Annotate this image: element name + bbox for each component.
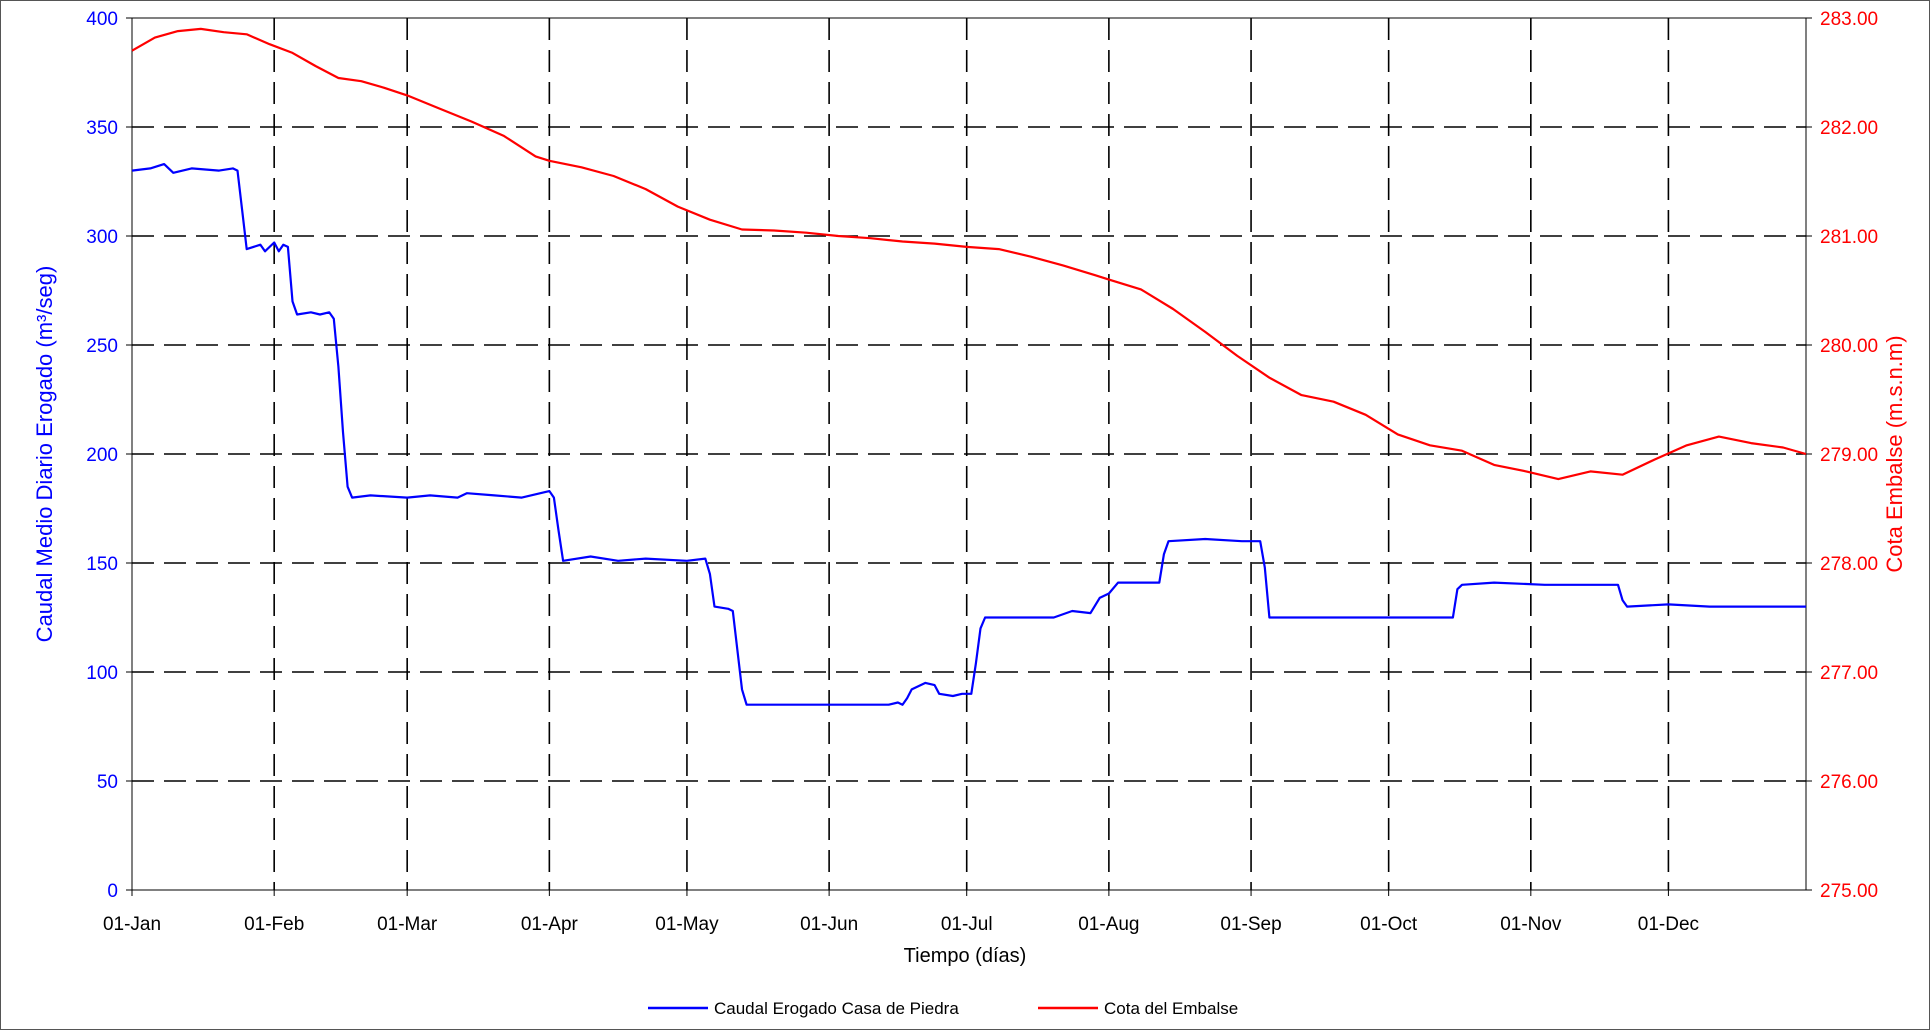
right-tick-label: 281.00 xyxy=(1820,227,1878,248)
right-tick-label: 283.00 xyxy=(1820,9,1878,30)
x-tick-label: 01-Jun xyxy=(800,914,858,935)
left-tick-label: 250 xyxy=(86,336,118,357)
x-axis-ticks: 01-Jan 01-Feb 01-Mar 01-Apr 01-May 01-Jun 01-J… xyxy=(103,890,1699,935)
grid xyxy=(132,18,1806,890)
right-tick-label: 282.00 xyxy=(1820,118,1878,139)
series-layer xyxy=(131,27,1807,706)
x-axis-title: Tiempo (días) xyxy=(904,945,1027,967)
x-tick-label: 01-Sep xyxy=(1220,914,1281,935)
left-axis-title: Caudal Medio Diario Erogado (m³/seg) xyxy=(32,266,57,643)
legend-label-2: Cota del Embalse xyxy=(1104,999,1238,1018)
x-tick-label: 01-Feb xyxy=(244,914,304,935)
x-tick-label: 01-Jul xyxy=(941,914,993,935)
right-axis-title: Cota Embalse (m.s.n.m) xyxy=(1882,335,1907,572)
x-tick-label: 01-Dec xyxy=(1638,914,1699,935)
right-tick-label: 275.00 xyxy=(1820,881,1878,902)
legend: Caudal Erogado Casa de Piedra Cota del Em… xyxy=(648,999,1238,1018)
left-tick-label: 350 xyxy=(86,118,118,139)
series-line-2 xyxy=(131,27,1807,481)
left-tick-label: 100 xyxy=(86,663,118,684)
left-tick-label: 0 xyxy=(107,881,118,902)
x-tick-label: 01-Apr xyxy=(521,914,579,935)
x-tick-label: 01-Jan xyxy=(103,914,161,935)
left-tick-label: 300 xyxy=(86,227,118,248)
x-tick-label: 01-Nov xyxy=(1500,914,1562,935)
legend-label-1: Caudal Erogado Casa de Piedra xyxy=(714,999,959,1018)
series-line-1 xyxy=(131,163,1806,706)
right-tick-label: 279.00 xyxy=(1820,445,1878,466)
left-tick-label: 200 xyxy=(86,445,118,466)
x-tick-label: 01-May xyxy=(655,914,719,935)
left-axis-ticks: 0 50 100 150 200 250 300 350 400 xyxy=(86,9,132,902)
x-tick-label: 01-Aug xyxy=(1078,914,1139,935)
left-tick-label: 400 xyxy=(86,9,118,30)
right-tick-label: 278.00 xyxy=(1820,554,1878,575)
left-tick-label: 50 xyxy=(97,772,118,793)
x-tick-label: 01-Mar xyxy=(377,914,438,935)
right-tick-label: 277.00 xyxy=(1820,663,1878,684)
left-tick-label: 150 xyxy=(86,554,118,575)
right-tick-label: 280.00 xyxy=(1820,336,1878,357)
right-tick-label: 276.00 xyxy=(1820,772,1878,793)
right-axis-ticks: 275.00 276.00 277.00 278.00 279.00 280.00 281.… xyxy=(1806,9,1878,902)
x-tick-label: 01-Oct xyxy=(1360,914,1418,935)
